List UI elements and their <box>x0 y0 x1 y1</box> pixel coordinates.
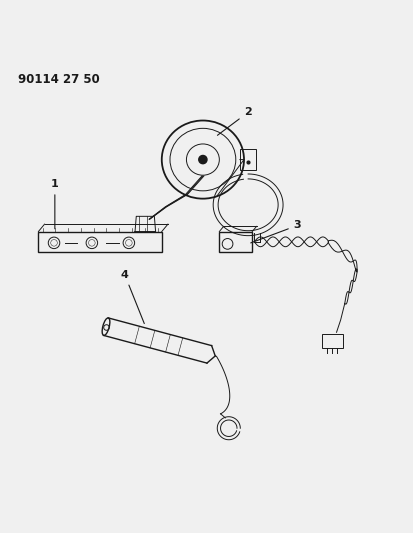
Circle shape <box>198 156 206 164</box>
Bar <box>321 334 342 348</box>
Text: 2: 2 <box>217 107 252 135</box>
Bar <box>38 231 161 252</box>
Text: 1: 1 <box>51 179 59 229</box>
Bar <box>239 149 255 170</box>
Text: 3: 3 <box>250 220 301 243</box>
Text: 4: 4 <box>121 270 144 324</box>
Bar <box>219 231 252 252</box>
Text: 90114 27 50: 90114 27 50 <box>18 73 100 86</box>
